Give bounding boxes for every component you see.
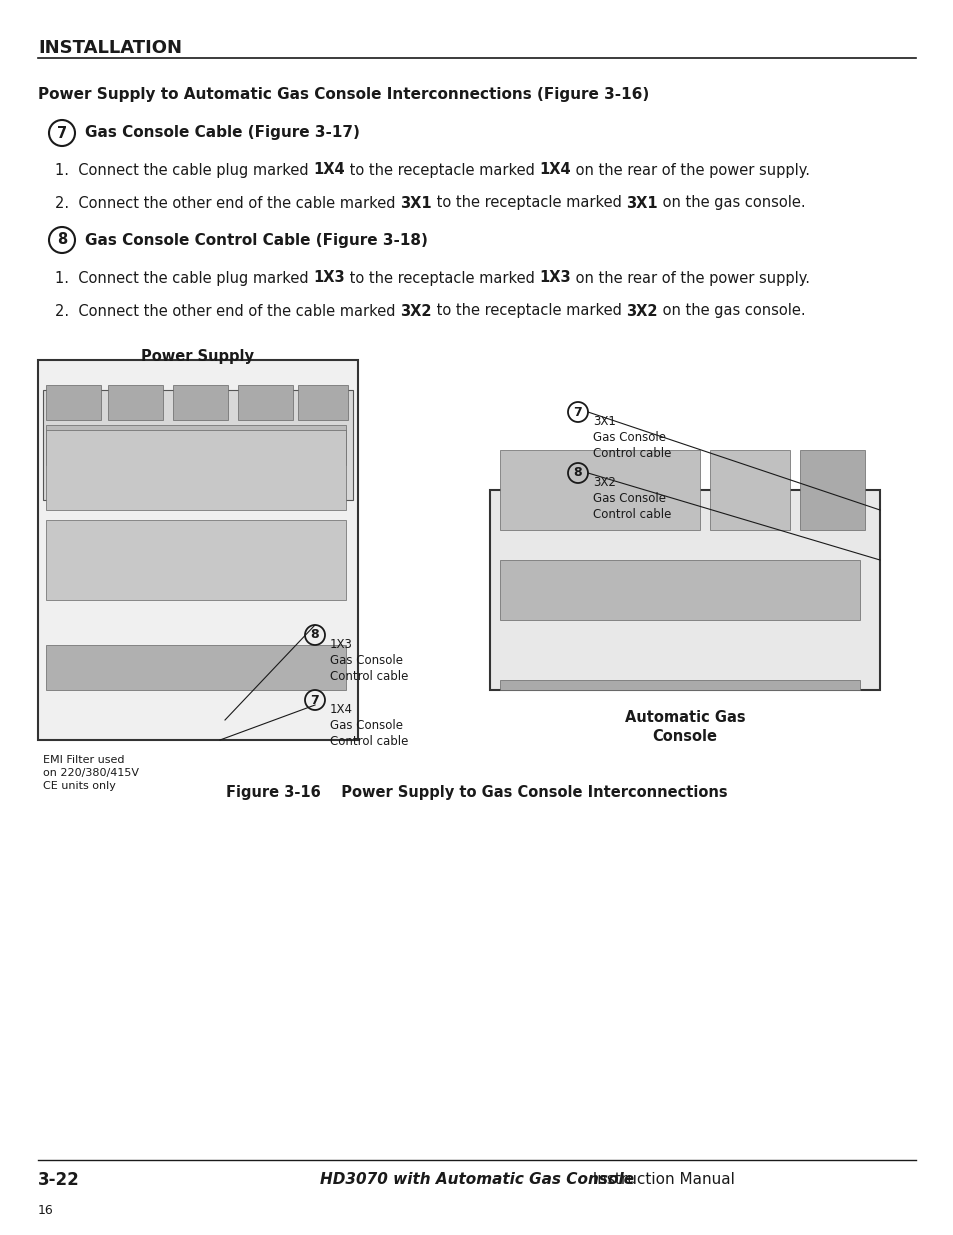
- Bar: [499, 450, 700, 530]
- Bar: [46, 520, 346, 600]
- Text: 1.  Connect the cable plug marked: 1. Connect the cable plug marked: [55, 270, 313, 285]
- Text: 1X3: 1X3: [313, 270, 345, 285]
- Text: 3-22: 3-22: [38, 1171, 80, 1189]
- Bar: [237, 385, 293, 420]
- Bar: [709, 450, 789, 530]
- Bar: [38, 359, 357, 740]
- Bar: [490, 490, 879, 690]
- Text: 2.  Connect the other end of the cable marked: 2. Connect the other end of the cable ma…: [55, 195, 399, 210]
- Bar: [46, 385, 101, 420]
- Text: 2.  Connect the other end of the cable marked: 2. Connect the other end of the cable ma…: [55, 304, 399, 319]
- Text: 8: 8: [573, 467, 581, 479]
- Bar: [172, 385, 228, 420]
- Text: 8: 8: [57, 232, 67, 247]
- Bar: [43, 390, 353, 500]
- Text: 7: 7: [311, 694, 319, 706]
- Text: to the receptacle marked: to the receptacle marked: [431, 304, 625, 319]
- Text: Gas Console Control Cable (Figure 3-18): Gas Console Control Cable (Figure 3-18): [85, 232, 428, 247]
- Text: 1X3
Gas Console
Control cable: 1X3 Gas Console Control cable: [330, 638, 408, 683]
- Text: 3X1: 3X1: [399, 195, 432, 210]
- Text: 7: 7: [57, 126, 67, 141]
- Text: EMI Filter used
on 220/380/415V
CE units only: EMI Filter used on 220/380/415V CE units…: [43, 755, 139, 792]
- Text: on the rear of the power supply.: on the rear of the power supply.: [571, 270, 809, 285]
- Bar: [499, 680, 859, 690]
- Text: to the receptacle marked: to the receptacle marked: [345, 163, 538, 178]
- Text: 1X4: 1X4: [313, 163, 345, 178]
- Text: on the gas console.: on the gas console.: [658, 195, 804, 210]
- Bar: [800, 450, 864, 530]
- Text: Automatic Gas
Console: Automatic Gas Console: [624, 710, 744, 743]
- Text: 1X3: 1X3: [538, 270, 571, 285]
- Text: 1X4
Gas Console
Control cable: 1X4 Gas Console Control cable: [330, 703, 408, 748]
- Text: to the receptacle marked: to the receptacle marked: [432, 195, 625, 210]
- Text: 1.  Connect the cable plug marked: 1. Connect the cable plug marked: [55, 163, 313, 178]
- Text: Instruction Manual: Instruction Manual: [582, 1172, 734, 1188]
- Text: 3X1
Gas Console
Control cable: 3X1 Gas Console Control cable: [593, 415, 671, 459]
- Bar: [108, 385, 163, 420]
- Text: 1X4: 1X4: [538, 163, 571, 178]
- Text: on the rear of the power supply.: on the rear of the power supply.: [571, 163, 809, 178]
- Text: HD3070 with Automatic Gas Console: HD3070 with Automatic Gas Console: [319, 1172, 634, 1188]
- Text: 8: 8: [311, 629, 319, 641]
- Bar: [46, 645, 346, 690]
- Text: 3X1: 3X1: [625, 195, 658, 210]
- Text: Power Supply to Automatic Gas Console Interconnections (Figure 3-16): Power Supply to Automatic Gas Console In…: [38, 88, 649, 103]
- Text: 3X2: 3X2: [399, 304, 431, 319]
- Text: Power Supply: Power Supply: [141, 348, 254, 363]
- Text: on the gas console.: on the gas console.: [657, 304, 804, 319]
- Text: 3X2: 3X2: [625, 304, 657, 319]
- Text: INSTALLATION: INSTALLATION: [38, 40, 182, 57]
- Text: Figure 3-16    Power Supply to Gas Console Interconnections: Figure 3-16 Power Supply to Gas Console …: [226, 785, 727, 800]
- Text: 3X2
Gas Console
Control cable: 3X2 Gas Console Control cable: [593, 475, 671, 521]
- Text: 7: 7: [573, 405, 581, 419]
- Bar: [297, 385, 348, 420]
- Bar: [46, 430, 346, 510]
- Text: to the receptacle marked: to the receptacle marked: [345, 270, 538, 285]
- Text: 16: 16: [38, 1203, 53, 1216]
- Bar: [499, 559, 859, 620]
- Bar: [46, 425, 346, 466]
- Text: Gas Console Cable (Figure 3-17): Gas Console Cable (Figure 3-17): [85, 126, 359, 141]
